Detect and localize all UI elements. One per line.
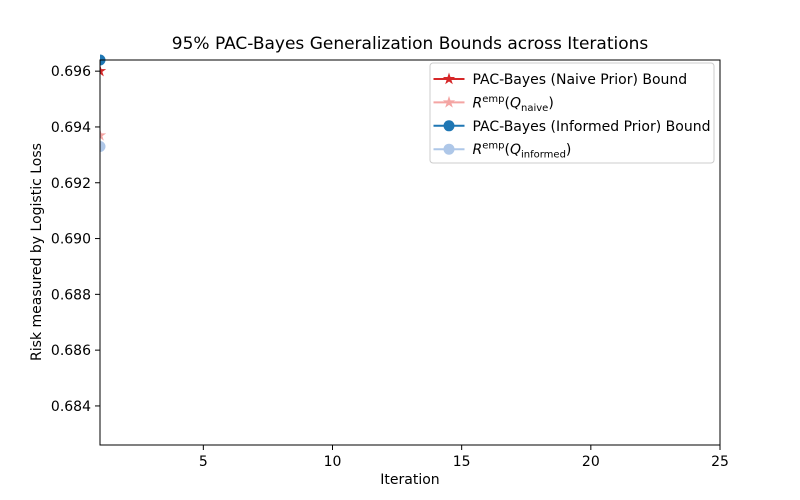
x-tick-label-5: 5 <box>199 454 208 470</box>
plot-border <box>99 59 721 446</box>
legend-label-informed-emp: Remp(Qinformed) <box>473 141 572 161</box>
legend-label-segment: R <box>473 95 483 111</box>
legend: PAC-Bayes (Naive Prior) BoundRemp(Qnaive… <box>429 62 715 164</box>
legend-label-naive-emp: Remp(Qnaive) <box>473 94 554 114</box>
x-tick-label-20: 20 <box>582 454 600 470</box>
chart-title: 95% PAC-Bayes Generalization Bounds acro… <box>171 34 649 54</box>
legend-label-segment: emp <box>482 94 504 105</box>
data-points-layer <box>100 54 107 152</box>
legend-item-naive-bound: PAC-Bayes (Naive Prior) Bound <box>433 72 688 88</box>
y-tick-label-0.690: 0.690 <box>51 232 91 248</box>
data-point-informed-emp <box>100 140 106 152</box>
x-tick-label-10: 10 <box>324 454 342 470</box>
y-tick-label-0.692: 0.692 <box>51 176 91 192</box>
x-tick-label-15: 15 <box>453 454 471 470</box>
y-tick-label-0.694: 0.694 <box>51 120 91 136</box>
legend-label-segment: PAC-Bayes (Informed Prior) Bound <box>473 119 711 135</box>
y-tick-label-0.696: 0.696 <box>51 64 91 80</box>
legend-label-segment: ( <box>504 95 509 111</box>
data-point-naive-bound <box>100 64 107 77</box>
legend-item-informed-emp: Remp(Qinformed) <box>433 141 572 161</box>
legend-label-segment: ) <box>566 142 571 158</box>
legend-marker-icon-naive-bound <box>442 72 456 85</box>
legend-marker-icon-informed-bound <box>443 120 455 132</box>
x-axis-label: Iteration <box>380 472 440 488</box>
data-point-naive-emp <box>100 128 107 141</box>
legend-label-segment: Q <box>510 95 521 111</box>
legend-label-segment: ) <box>548 95 553 111</box>
legend-label-segment: informed <box>521 150 566 161</box>
legend-marker-icon-naive-emp <box>442 95 456 108</box>
y-tick-label-0.686: 0.686 <box>51 343 91 359</box>
legend-label-segment: ( <box>504 142 509 158</box>
legend-item-informed-bound: PAC-Bayes (Informed Prior) Bound <box>433 119 711 135</box>
y-tick-label-0.688: 0.688 <box>51 287 91 303</box>
legend-label-informed-bound: PAC-Bayes (Informed Prior) Bound <box>473 119 711 135</box>
legend-label-segment: R <box>473 142 483 158</box>
legend-label-segment: Q <box>510 142 521 158</box>
legend-label-segment: naive <box>521 103 548 114</box>
y-tick-label-0.684: 0.684 <box>51 399 91 415</box>
legend-label-segment: emp <box>482 141 504 152</box>
legend-item-naive-emp: Remp(Qnaive) <box>433 94 554 114</box>
legend-frame <box>429 62 715 164</box>
legend-label-naive-bound: PAC-Bayes (Naive Prior) Bound <box>473 72 688 88</box>
legend-label-segment: PAC-Bayes (Naive Prior) Bound <box>473 72 688 88</box>
legend-marker-icon-informed-emp <box>443 143 455 155</box>
x-tick-label-25: 25 <box>711 454 729 470</box>
